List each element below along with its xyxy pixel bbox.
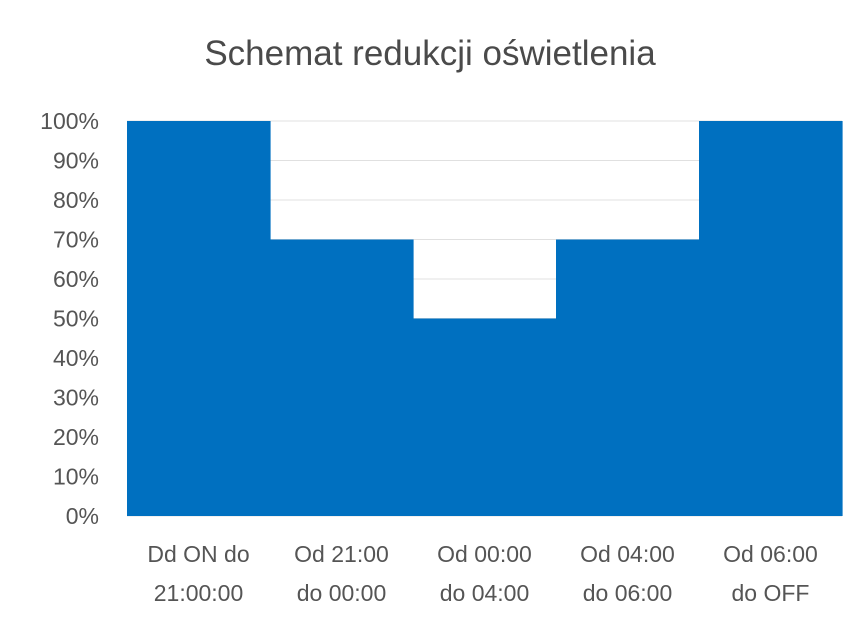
y-tick-label: 10% (53, 464, 99, 490)
area-segment (699, 121, 843, 516)
x-tick-label: Od 04:00 (580, 541, 675, 567)
y-tick-label: 20% (53, 424, 99, 450)
x-tick-label: Od 00:00 (437, 541, 532, 567)
area-segment (413, 318, 557, 516)
y-tick-label: 0% (66, 503, 99, 529)
x-tick-label: Dd ON do (147, 541, 249, 567)
x-tick-label: do 00:00 (297, 580, 387, 606)
area-segment (556, 239, 700, 516)
y-tick-label: 60% (53, 266, 99, 292)
y-tick-label: 70% (53, 227, 99, 253)
x-tick-label: Od 06:00 (723, 541, 818, 567)
y-tick-label: 80% (53, 187, 99, 213)
x-tick-label: do 06:00 (583, 580, 673, 606)
area-segment (270, 239, 414, 516)
x-tick-label: 21:00:00 (154, 580, 244, 606)
x-tick-label: do 04:00 (440, 580, 530, 606)
y-tick-label: 30% (53, 385, 99, 411)
area-segment (127, 121, 271, 516)
y-tick-label: 40% (53, 345, 99, 371)
y-tick-label: 90% (53, 148, 99, 174)
x-tick-label: Od 21:00 (294, 541, 389, 567)
x-tick-label: do OFF (732, 580, 810, 606)
chart-title: Schemat redukcji oświetlenia (204, 34, 656, 73)
y-tick-label: 50% (53, 306, 99, 332)
y-tick-label: 100% (40, 108, 99, 134)
